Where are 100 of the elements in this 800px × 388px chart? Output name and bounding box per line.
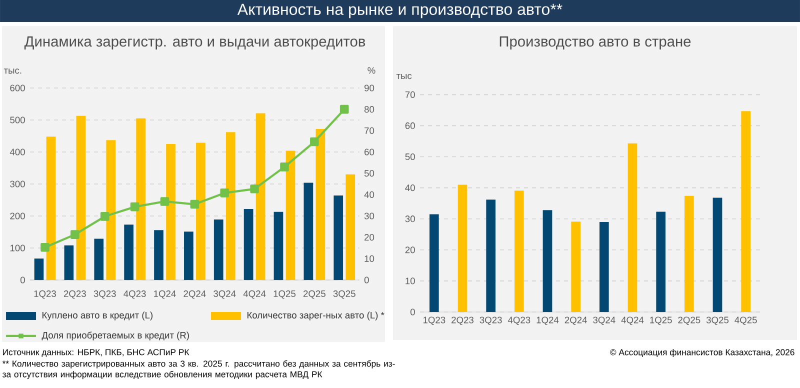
bar (334, 196, 344, 280)
bar (274, 212, 284, 280)
bar (226, 132, 236, 280)
x-tick-label: 3Q24 (593, 316, 616, 325)
x-tick-label: 4Q23 (124, 290, 146, 299)
legend-label: Количество зарег-ных авто (L) * (247, 312, 384, 320)
y2-axis-title: % (368, 67, 376, 74)
point (40, 242, 50, 252)
bar (94, 238, 104, 280)
bar (741, 111, 750, 312)
y-tick-label: 60 (405, 122, 415, 130)
y-tick-label: 0 (20, 276, 25, 284)
bar (514, 190, 524, 312)
bar (684, 196, 694, 312)
y-axis-title: тыс. (4, 68, 22, 74)
bar (542, 210, 552, 312)
x-tick-label: 2Q24 (564, 316, 587, 325)
legend-label: Куплено авто в кредит (L) (42, 312, 153, 320)
bar (316, 128, 326, 280)
bar (486, 200, 496, 312)
bar (196, 142, 206, 280)
y-tick-label: 10 (406, 278, 415, 284)
y2-tick-label: 80 (364, 106, 374, 113)
x-tick-label: 2Q23 (452, 316, 474, 325)
bar (244, 208, 254, 280)
bar (304, 182, 314, 280)
x-tick-label: 4Q23 (508, 316, 530, 325)
bar (256, 113, 266, 280)
y2-tick-label: 20 (364, 234, 374, 241)
y-tick-label: 500 (10, 116, 25, 124)
x-tick-label: 3Q23 (480, 316, 502, 325)
x-tick-label: 2Q25 (678, 316, 700, 325)
x-tick-label: 3Q25 (706, 316, 729, 325)
bar (106, 140, 116, 280)
x-tick-label: 3Q23 (94, 290, 116, 299)
bar (346, 174, 356, 280)
y-tick-label: 100 (10, 244, 25, 252)
bar (600, 222, 609, 312)
x-tick-label: 3Q25 (333, 290, 356, 299)
y-tick-label: 400 (10, 148, 25, 156)
point (310, 137, 319, 146)
x-tick-label: 3Q24 (214, 290, 236, 299)
y-tick-label: 30 (405, 216, 415, 222)
y-tick-label: 600 (10, 84, 25, 92)
text: Источник данных: НБРК, ПКБ, БНС АСПиР РК (2, 349, 190, 357)
point (250, 184, 259, 194)
y2-tick-label: 90 (364, 84, 374, 92)
bar (124, 224, 134, 280)
x-tick-label: 4Q25 (734, 316, 757, 325)
bar (136, 118, 146, 280)
legend-label: Доля приобретаемых в кредит (R) (42, 332, 189, 340)
x-tick-label: 2Q23 (64, 290, 86, 299)
point (190, 200, 200, 209)
x-tick-label: 1Q23 (423, 316, 446, 325)
x-tick-label: 2Q25 (303, 290, 326, 299)
bar (166, 144, 176, 280)
bar (214, 220, 224, 280)
y-tick-label: 20 (405, 246, 415, 254)
y-tick-label: 40 (405, 184, 415, 192)
bar (430, 214, 439, 312)
bar (46, 136, 56, 280)
bar (286, 150, 296, 280)
x-tick-label: 1Q25 (274, 290, 296, 299)
point (280, 162, 289, 172)
bar (64, 245, 74, 280)
x-tick-label: 1Q24 (536, 316, 559, 325)
y-tick-label: 50 (405, 153, 415, 160)
y-tick-label: 0 (410, 308, 415, 316)
y2-tick-label: 60 (364, 148, 374, 156)
point (160, 197, 170, 206)
point (100, 212, 110, 221)
point (70, 230, 80, 239)
text: ** Количество зарегистрированных авто за 3 кв. 2025 г. рассчитано без данных за сентябрь из-за отсутствия информации вследствие обновления методики расчета МВД РК (2, 360, 395, 380)
y-axis-title: тыс (396, 74, 412, 80)
text: © Ассоциация финансистов Казахстана, 2026 (610, 348, 794, 358)
bar (628, 143, 638, 312)
text: Активность на рынке и производство авто** (237, 4, 562, 18)
y2-tick-label: 40 (364, 191, 374, 198)
x-tick-label: 1Q25 (650, 316, 672, 325)
x-tick-label: 4Q24 (621, 316, 644, 325)
bar (571, 222, 580, 312)
y-tick-label: 70 (405, 91, 415, 98)
bar (184, 232, 194, 280)
y-tick-label: 200 (10, 212, 25, 220)
point (130, 202, 140, 212)
y2-tick-label: 0 (364, 276, 369, 284)
bar (712, 198, 722, 312)
bar (34, 258, 44, 280)
y2-tick-label: 10 (364, 255, 374, 262)
y-tick-label: 300 (10, 180, 25, 188)
point (220, 188, 230, 198)
bar (458, 184, 468, 312)
y2-tick-label: 50 (364, 170, 374, 177)
x-tick-label: 1Q24 (154, 290, 176, 299)
point (340, 104, 349, 114)
chart-title: Производство авто в стране (500, 36, 691, 50)
x-tick-label: 4Q24 (243, 290, 266, 299)
chart-title: Динамика зарегистр. авто и выдачи автокредитов (24, 36, 366, 50)
y2-tick-label: 70 (364, 127, 374, 134)
bar (76, 116, 86, 280)
